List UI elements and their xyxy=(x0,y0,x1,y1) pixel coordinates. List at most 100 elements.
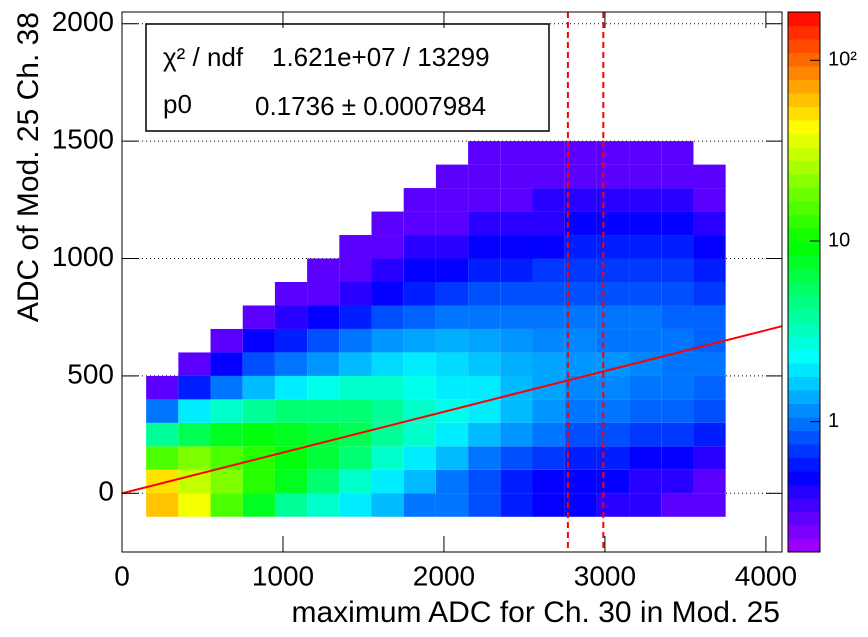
cell xyxy=(146,422,179,447)
cell xyxy=(693,399,726,423)
cell xyxy=(564,375,597,400)
cell xyxy=(371,258,404,282)
cell xyxy=(500,211,533,236)
palette-band xyxy=(788,201,820,215)
cell xyxy=(532,422,565,447)
cell xyxy=(468,188,501,212)
cell xyxy=(274,422,308,447)
cell xyxy=(403,469,436,494)
cell xyxy=(564,446,597,470)
palette-band xyxy=(788,133,820,148)
cell xyxy=(178,375,211,400)
cell xyxy=(468,469,501,494)
cell xyxy=(371,493,404,517)
cell xyxy=(661,305,694,329)
cell xyxy=(435,258,469,282)
cell xyxy=(564,493,597,517)
cell xyxy=(629,188,662,212)
cell xyxy=(242,328,275,353)
cell xyxy=(500,493,533,517)
cell xyxy=(532,211,565,236)
cell xyxy=(210,469,243,494)
cell xyxy=(242,493,275,517)
cell xyxy=(210,352,243,376)
stats-label: χ² / ndf xyxy=(163,42,244,72)
cell xyxy=(178,469,211,494)
palette-band xyxy=(788,282,820,296)
cell xyxy=(307,282,340,306)
cell xyxy=(596,188,630,212)
cell xyxy=(564,282,597,306)
cell xyxy=(339,305,372,329)
cell xyxy=(435,305,469,329)
cell xyxy=(596,211,630,236)
cell xyxy=(339,446,372,470)
cell xyxy=(532,493,565,517)
cell xyxy=(146,469,179,494)
palette-band xyxy=(788,79,820,94)
cell xyxy=(693,235,726,259)
cell xyxy=(564,211,597,236)
cell xyxy=(693,375,726,400)
cell xyxy=(629,375,662,400)
cell xyxy=(661,352,694,376)
cell xyxy=(435,282,469,306)
cell xyxy=(661,164,694,189)
cell xyxy=(468,235,501,259)
cell xyxy=(242,469,275,494)
cell xyxy=(307,399,340,423)
y-tick-label: 1000 xyxy=(52,241,114,272)
cell xyxy=(564,469,597,494)
cell xyxy=(210,399,243,423)
cell xyxy=(693,282,726,306)
cell xyxy=(500,305,533,329)
palette-frame xyxy=(787,11,821,553)
cell xyxy=(532,328,565,353)
cell xyxy=(500,235,533,259)
palette-band xyxy=(788,12,820,26)
stats-label: p0 xyxy=(163,89,192,119)
palette-band xyxy=(788,93,820,107)
cell xyxy=(661,141,694,165)
palette-band xyxy=(788,106,820,121)
cell xyxy=(210,328,243,353)
cell xyxy=(500,352,533,376)
cell xyxy=(661,235,694,259)
cell xyxy=(564,305,597,329)
cell xyxy=(403,399,436,423)
palette-band xyxy=(788,538,820,553)
cell xyxy=(339,282,372,306)
cells xyxy=(122,23,782,517)
palette-band xyxy=(788,430,820,445)
cell xyxy=(178,493,211,517)
cell xyxy=(274,282,308,306)
cell xyxy=(661,469,694,494)
cell xyxy=(661,422,694,447)
cell xyxy=(693,258,726,282)
cell xyxy=(596,469,630,494)
cell xyxy=(500,422,533,447)
cell xyxy=(693,305,726,329)
y-tick-label: 2000 xyxy=(52,6,114,37)
palette-band xyxy=(788,376,820,391)
cell xyxy=(468,282,501,306)
cell xyxy=(500,328,533,353)
cell xyxy=(435,399,469,423)
cell xyxy=(596,399,630,423)
cell xyxy=(693,446,726,470)
cell xyxy=(435,328,469,353)
cell xyxy=(661,211,694,236)
cell xyxy=(564,399,597,423)
cell xyxy=(371,375,404,400)
cell xyxy=(339,375,372,400)
cell xyxy=(661,493,694,517)
palette-band xyxy=(788,295,820,310)
stats-value: 0.1736 ± 0.0007984 xyxy=(255,91,486,121)
stats-box xyxy=(145,23,550,132)
cell xyxy=(403,258,436,282)
y-axis-title: ADC of Mod. 25 Ch. 38 xyxy=(12,12,45,322)
cell xyxy=(693,188,726,212)
palette-band xyxy=(788,52,820,67)
palette-band xyxy=(788,147,820,161)
